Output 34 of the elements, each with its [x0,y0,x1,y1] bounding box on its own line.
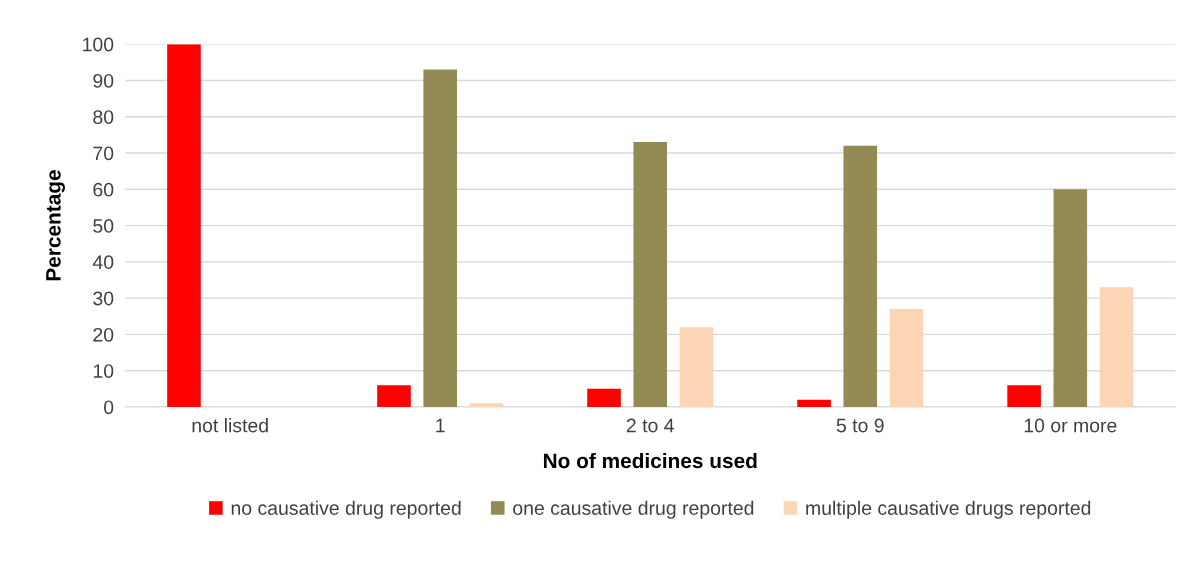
bar [1099,287,1134,407]
y-tick-label: 60 [93,182,114,197]
y-tick-label: 0 [104,400,114,415]
bar [377,385,411,407]
y-tick-label: 90 [93,73,114,88]
bar [587,388,621,407]
bar [889,309,924,407]
y-tick-label: 20 [93,327,114,342]
bar [679,327,714,407]
legend-label: no causative drug reported [231,500,461,519]
x-tick-label: 10 or more [1024,418,1117,433]
bar [1053,189,1088,407]
y-tick-label: 70 [93,146,114,161]
x-axis-title: No of medicines used [543,452,757,469]
x-tick-label: 2 to 4 [626,418,674,433]
bar [469,403,504,407]
x-tick-label: 5 to 9 [836,418,884,433]
legend-label: one causative drug reported [513,500,754,519]
y-tick-label: 30 [93,291,114,306]
y-tick-label: 100 [83,37,114,52]
y-tick-label: 40 [92,255,114,270]
bar [633,142,668,407]
y-tick-label: 10 [93,364,114,378]
bar [167,44,201,407]
x-tick-label: 1 [436,418,445,433]
y-axis-title: Percentage [46,170,65,281]
y-tick-label: 80 [93,110,114,124]
bar [843,145,878,407]
x-tick-label: not listed [192,418,268,433]
bar [797,399,831,407]
bar [1007,385,1041,407]
legend-label: multiple causative drugs reported [806,500,1091,519]
bar [423,69,458,407]
y-tick-label: 50 [93,219,114,233]
